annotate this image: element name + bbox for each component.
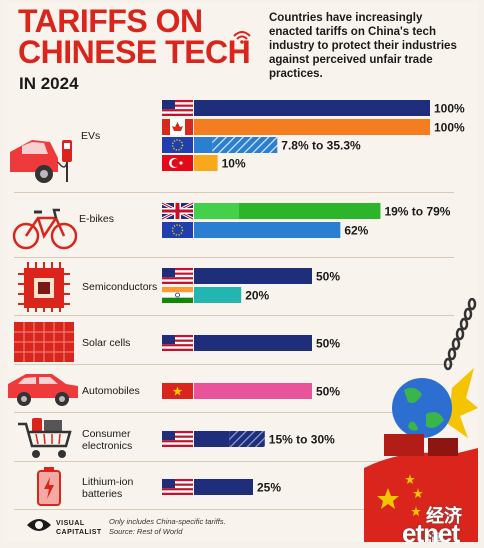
value-label: 10% [222,157,246,171]
divider [14,509,454,510]
eu-flag [162,137,193,153]
bar-range [212,137,278,153]
lithium-line-1: Lithium-ion [82,476,134,488]
value-label: 25% [257,481,281,495]
eu-flag [162,222,193,238]
value-label: 62% [344,224,368,238]
bar [194,100,430,116]
us-flag [162,479,193,495]
divider [14,364,454,365]
us-flag [162,335,193,351]
footnote: Only includes China-specific tariffs. So… [109,517,226,537]
bar-chart-svg: 100% 100% 7.8% to 35.3% 10% 19% to 79% 62% 50%… [161,100,465,495]
us-flag [162,431,193,447]
bar [194,479,253,495]
bar [194,287,242,303]
category-label-semiconductors: Semiconductors [82,281,158,293]
vietnam-flag [162,383,193,399]
category-label-consumer-electronics: Consumer electronics [82,428,132,452]
value-label: 100% [434,102,465,116]
value-label: 50% [316,385,340,399]
footnote-line-1: Only includes China-specific tariffs. [109,517,226,526]
value-label: 100% [434,121,465,135]
microchip-icon [18,262,70,312]
value-label: 15% to 30% [269,433,335,447]
lithium-line-2: batteries [82,488,123,500]
logo-line-1: VISUAL [56,520,85,527]
canada-flag [162,119,193,135]
watermark-chinese: 经济通 [426,506,462,542]
visual-capitalist-logo-icon [27,519,51,531]
logo-line-2: CAPITALIST [56,529,102,536]
us-flag [162,268,193,284]
bar [194,335,312,351]
category-label-solar-cells: Solar cells [82,337,131,349]
consumer-line-2: electronics [82,440,133,452]
watermark-etnet: etnet [402,518,460,542]
value-label: 50% [316,337,340,351]
source-line: Source: Rest of World [109,527,183,536]
value-label: 20% [245,289,269,303]
divider [14,412,454,413]
signal-icon [233,31,251,44]
turkey-flag [162,155,193,171]
bar [194,268,312,284]
e-bike-icon [12,208,78,250]
bar [194,155,218,171]
electric-car-icon [10,140,72,183]
category-label-ebikes: E-bikes [79,213,115,225]
car-icon [8,374,78,406]
category-label-lithium-ion-batteries: Lithium-ion batteries [82,476,133,500]
value-label: 50% [316,270,340,284]
consumer-line-1: Consumer [82,428,131,440]
value-label: 7.8% to 35.3% [281,139,361,153]
divider [14,461,454,462]
divider [14,257,454,258]
shopping-cart-icon [18,418,72,458]
divider [14,315,454,316]
bar-min-highlight [194,203,239,219]
uk-flag [161,201,194,221]
solar-panel-icon [14,322,74,362]
bar-min [194,137,213,153]
description: Countries have increasingly enacted tari… [269,12,457,80]
title-line-2: CHINESE TECH [18,34,251,70]
india-flag [162,287,193,303]
bar-min [194,431,230,447]
category-label-evs: EVs [81,130,101,142]
bar-range [238,203,381,219]
wrecking-ball-ship-illustration [364,298,478,542]
value-label: 19% to 79% [384,205,450,219]
divider [14,192,454,193]
battery-icon [37,467,61,506]
year-subtitle: IN 2024 [19,74,79,93]
category-label-automobiles: Automobiles [82,385,140,397]
bar [194,383,312,399]
bar [194,119,430,135]
infographic: TARIFFS ON CHINESE TECH IN 2024 Countrie… [4,2,478,542]
bar-range [229,431,265,447]
visual-capitalist-logo: VISUAL CAPITALIST [56,519,102,537]
bar [194,222,341,238]
us-flag [162,100,193,116]
title-line-1: TARIFFS ON [18,3,203,39]
page-title: TARIFFS ON CHINESE TECH [18,3,251,70]
